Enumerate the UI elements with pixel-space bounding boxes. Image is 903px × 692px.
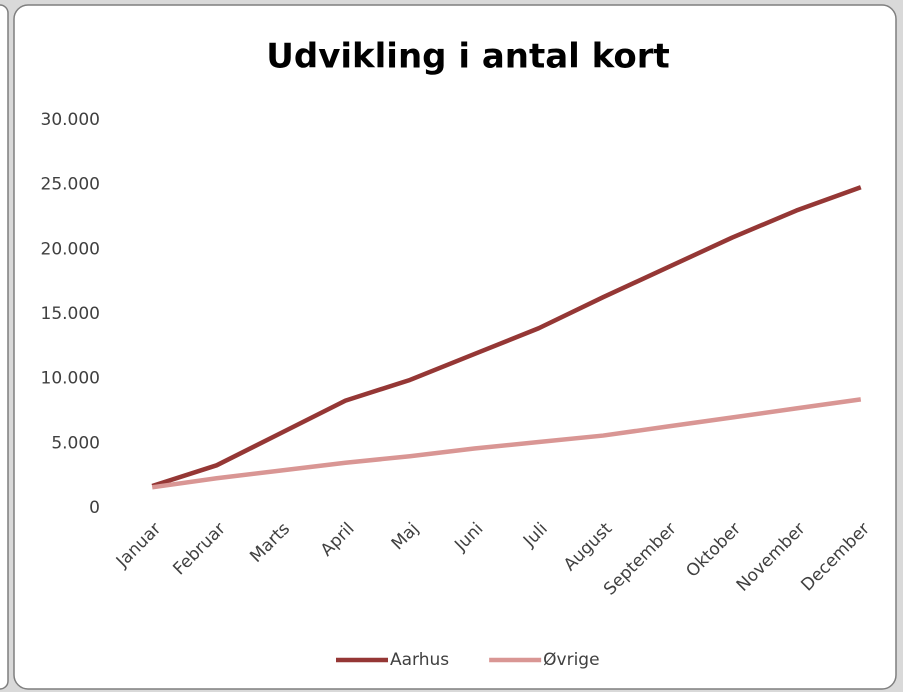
y-tick-label: 5.000 — [51, 433, 100, 453]
y-tick-label: 0 — [89, 498, 100, 518]
y-tick-label: 30.000 — [41, 110, 100, 130]
y-tick-label: 10.000 — [41, 369, 100, 389]
series-line — [151, 185, 862, 489]
side-panel — [0, 4, 9, 690]
legend-label: Aarhus — [390, 650, 449, 670]
series-line — [151, 397, 862, 490]
legend-label: Øvrige — [543, 650, 599, 670]
y-tick-label: 15.000 — [41, 304, 100, 324]
chart-frame — [13, 4, 897, 690]
y-tick-label: 20.000 — [41, 239, 100, 259]
y-tick-label: 25.000 — [41, 175, 100, 195]
chart-title: Udvikling i antal kort — [266, 37, 669, 77]
